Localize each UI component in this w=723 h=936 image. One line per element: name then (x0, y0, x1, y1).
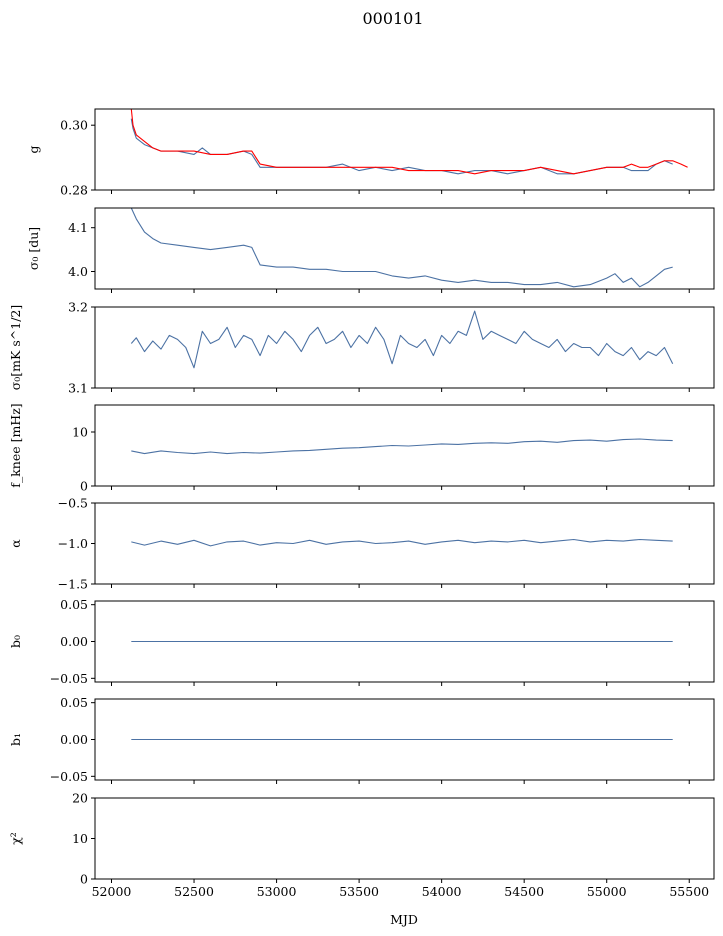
x-tick-label: 53500 (339, 884, 379, 899)
y-tick-label: 4.1 (68, 220, 88, 235)
y-axis-label: f_knee [mHz] (8, 403, 23, 487)
data-series-line (130, 118, 673, 175)
y-tick-label: −1.5 (58, 577, 88, 592)
data-series-line (131, 538, 673, 547)
x-tick-label: 55000 (587, 884, 627, 899)
y-tick-label: −0.5 (58, 496, 88, 511)
figure-title: 000101 (362, 9, 423, 28)
y-axis-label: g (26, 145, 41, 153)
panel-8: 0 10 20 52000 52500 53000 53500 54000 54500 55000… (8, 791, 715, 899)
y-tick-label: 20 (72, 791, 88, 806)
y-tick-label: 0.28 (60, 183, 88, 198)
y-axis-label: b₁ (8, 733, 23, 746)
x-axis-label: MJD (390, 912, 418, 927)
y-tick-label: 3.2 (68, 300, 88, 315)
model-series-line (130, 109, 688, 175)
y-tick-label: 0.05 (60, 597, 88, 612)
y-tick-label: −1.0 (58, 536, 88, 551)
axes-frame (94, 306, 715, 389)
axes-frame (94, 797, 715, 880)
y-tick-label: 3.1 (68, 381, 88, 396)
axes-frame (94, 108, 715, 191)
y-tick-label: −0.05 (50, 769, 88, 784)
y-tick-label: 10 (72, 425, 88, 440)
y-tick-label: 10 (72, 831, 88, 846)
data-series-line (131, 438, 673, 455)
y-axis-label: b₀ (8, 635, 23, 648)
y-tick-label: 0.00 (60, 732, 88, 747)
panel-4: 0 10 f_knee [mHz] (8, 403, 715, 494)
y-axis-label: χ² (8, 832, 23, 845)
y-tick-label: 4.0 (68, 264, 88, 279)
panels: 0.28 0.30 g 4.0 4.1 σ₀ [du] 3.1 3.2 σ₀[mK s^1/2]… (8, 108, 715, 899)
axes-frame (94, 502, 715, 585)
x-tick-label: 52000 (92, 884, 132, 899)
panel-3: 3.1 3.2 σ₀[mK s^1/2] (8, 300, 715, 396)
x-tick-label: 54500 (504, 884, 544, 899)
y-tick-label: 0 (80, 872, 88, 887)
x-tick-label: 53000 (257, 884, 297, 899)
data-series-line (130, 310, 674, 369)
panel-2: 4.0 4.1 σ₀ [du] (26, 207, 715, 293)
y-tick-label: 0.00 (60, 634, 88, 649)
panel-6: −0.05 0.00 0.05 b₀ (8, 597, 715, 686)
x-tick-label: 54000 (422, 884, 462, 899)
y-tick-label: −0.05 (50, 671, 88, 686)
y-tick-label: 0 (80, 479, 88, 494)
y-tick-label: 0.05 (60, 695, 88, 710)
y-axis-label: σ₀[mK s^1/2] (8, 305, 23, 390)
y-tick-label: 0.30 (60, 118, 88, 133)
axes-frame (94, 207, 715, 290)
panel-1: 0.28 0.30 g (26, 108, 715, 198)
y-axis-label: α (8, 539, 23, 548)
axes-frame (94, 404, 715, 487)
y-axis-label: σ₀ [du] (26, 227, 41, 270)
x-tick-label: 52500 (174, 884, 214, 899)
x-tick-label: 55500 (669, 884, 709, 899)
data-series-line (130, 208, 673, 288)
panel-5: −1.5 −1.0 −0.5 α (8, 496, 715, 592)
panel-7: −0.05 0.00 0.05 b₁ (8, 695, 715, 784)
